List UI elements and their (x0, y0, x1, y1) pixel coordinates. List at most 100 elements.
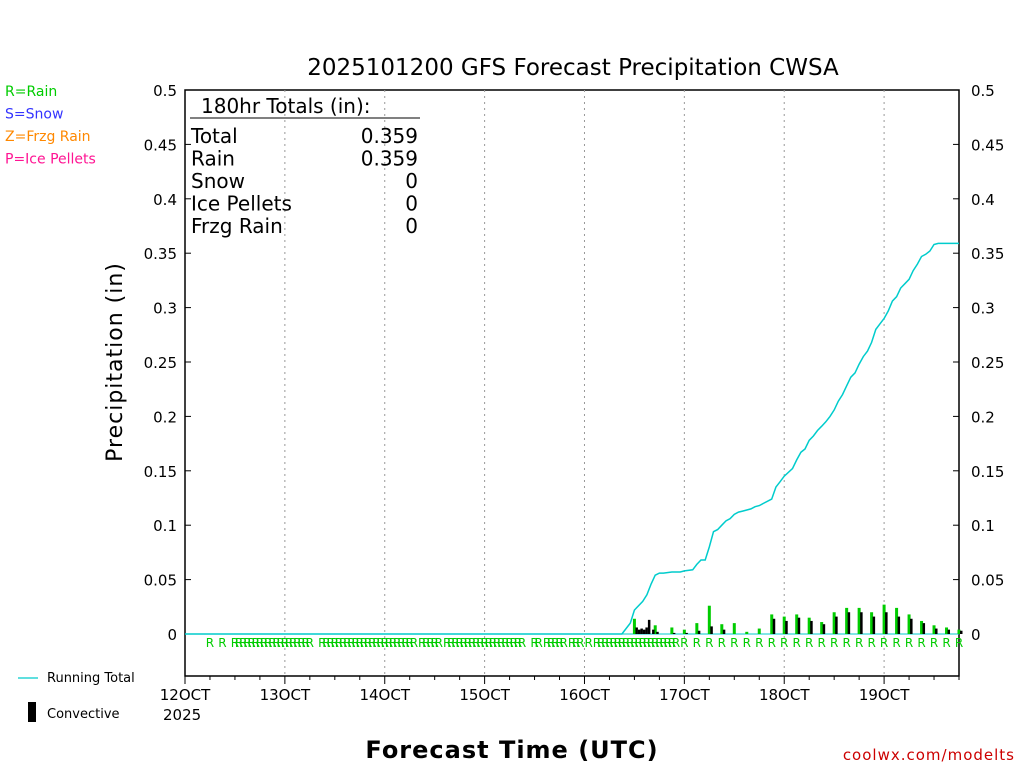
totals-row-value: 0 (405, 192, 418, 216)
y-tick-label-left: 0.1 (153, 517, 177, 535)
ptype-marker: R (401, 636, 409, 650)
ptype-marker: R (493, 636, 501, 650)
ptype-marker: R (609, 636, 617, 650)
ptype-marker: R (243, 636, 251, 650)
precip-bar (832, 612, 836, 634)
ptype-marker: R (480, 636, 488, 650)
ptype-marker: R (364, 636, 372, 650)
convective-bars (635, 612, 963, 634)
ptype-marker: R (235, 636, 243, 650)
convective-bar (647, 619, 651, 634)
ptype-marker: R (385, 636, 393, 650)
y-tick-label-right: 0.25 (971, 354, 1004, 372)
ptype-marker: R (510, 636, 518, 650)
convective-bar (885, 612, 888, 634)
ptype-marker: R (260, 636, 268, 650)
ptype-marker: R (672, 636, 680, 650)
precip-bar (845, 607, 849, 634)
ptype-marker: R (443, 636, 451, 650)
y-tick-label-left: 0.05 (144, 572, 177, 590)
x-tick-label: 14OCT (359, 686, 410, 704)
ptype-marker: R (568, 636, 576, 650)
y-axis-label: Precipitation (in) (103, 262, 128, 462)
gridlines (284, 90, 885, 676)
ptype-marker: R (614, 636, 622, 650)
ptype-marker: R (322, 636, 330, 650)
precip-bar (670, 627, 674, 634)
convective-bar (810, 620, 813, 634)
ptype-marker: R (643, 636, 651, 650)
ptype-marker: R (593, 636, 601, 650)
plot-frame (184, 89, 960, 677)
ptype-legend-item: Z=Frzg Rain (5, 129, 91, 145)
x-tick-label: 12OCT (160, 686, 211, 704)
ptype-marker: R (880, 636, 888, 650)
ptype-marker: R (743, 636, 751, 650)
y-tick-label-right: 0.5 (971, 82, 995, 100)
ptype-marker: R (505, 636, 513, 650)
totals-row-value: 0 (405, 169, 418, 193)
convective-bar (722, 629, 726, 634)
ptype-legend-item: S=Snow (5, 107, 63, 123)
ptype-marker: R (605, 636, 613, 650)
precip-bar (895, 607, 899, 634)
convective-bar (847, 612, 851, 634)
ptype-marker: R (572, 636, 580, 650)
totals-row-label: Rain (191, 147, 235, 171)
ptype-marker: R (264, 636, 272, 650)
ptype-marker: R (551, 636, 559, 650)
ptype-marker: R (905, 636, 913, 650)
ptype-marker: R (655, 636, 663, 650)
convective-bar (910, 618, 913, 634)
y-tick-label-left: 0.45 (144, 136, 177, 154)
ptype-marker: R (277, 636, 285, 650)
convective-bar (947, 629, 951, 634)
precip-bar (882, 604, 886, 634)
convective-bar (635, 627, 638, 634)
ptype-legend: R=Rain S=Snow Z=Frzg Rain P=Ice Pellets (5, 84, 96, 168)
ptype-marker: R (680, 636, 688, 650)
x-tick-label: 16OCT (559, 686, 610, 704)
precip-bar (632, 618, 636, 634)
y-tick-label-left: 0.15 (144, 463, 177, 481)
convective-bar (785, 620, 788, 634)
ptype-marker: R (326, 636, 334, 650)
convective-bar (772, 618, 776, 634)
precip-bar (957, 629, 961, 634)
ptype-marker: R (942, 636, 950, 650)
ptype-marker: R (343, 636, 351, 650)
ptype-marker: R (955, 636, 963, 650)
ptype-marker: R (555, 636, 563, 650)
precip-bar (932, 625, 936, 634)
precip-bar (795, 614, 799, 634)
ptype-marker: R (730, 636, 738, 650)
precip-bar (857, 607, 861, 634)
ptype-marker: R (560, 636, 568, 650)
precip-bar (920, 620, 924, 634)
convective-bar (960, 630, 963, 634)
precip-bar (732, 623, 736, 634)
x-tick-label: 18OCT (759, 686, 810, 704)
ptype-marker: R (584, 636, 592, 650)
ptype-marker: R (622, 636, 630, 650)
totals-rows: Total 0.359 Rain 0.359 Snow 0 Ice Pellets 0 Frzg… (190, 124, 418, 238)
convective-bar (897, 616, 901, 634)
y-tick-label-right: 0.35 (971, 245, 1004, 263)
ptype-marker: R (485, 636, 493, 650)
convective-bar (656, 631, 659, 634)
ptype-marker: R (397, 636, 405, 650)
ptype-marker: R (418, 636, 426, 650)
ptype-marker: R (917, 636, 925, 650)
ptype-marker: R (247, 636, 255, 650)
ptype-marker: R (634, 636, 642, 650)
running-total-line (185, 242, 959, 635)
ptype-marker: R (410, 636, 418, 650)
precip-bar (653, 625, 657, 634)
ptype-marker: R (297, 636, 305, 650)
ptype-marker: R (547, 636, 555, 650)
ptype-marker: R (318, 636, 326, 650)
totals-row-label: Total (190, 124, 238, 148)
ptype-marker: R (302, 636, 310, 650)
convective-bar (797, 617, 801, 634)
